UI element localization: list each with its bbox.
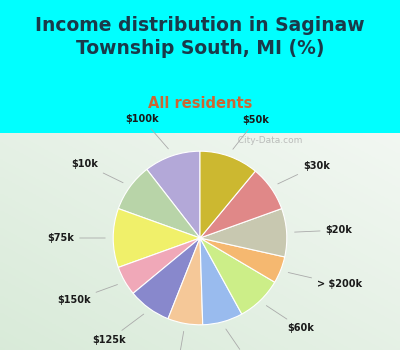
Wedge shape — [200, 238, 275, 314]
Wedge shape — [113, 209, 200, 267]
Text: $20k: $20k — [295, 225, 352, 235]
Wedge shape — [200, 238, 285, 282]
Text: Income distribution in Saginaw
Township South, MI (%): Income distribution in Saginaw Township … — [35, 16, 365, 58]
Text: $200k: $200k — [162, 331, 195, 350]
Text: $30k: $30k — [278, 161, 330, 184]
Wedge shape — [200, 171, 282, 238]
Text: $50k: $50k — [233, 114, 270, 149]
Text: $150k: $150k — [57, 285, 118, 305]
Wedge shape — [118, 169, 200, 238]
Wedge shape — [118, 238, 200, 293]
Wedge shape — [147, 151, 200, 238]
Wedge shape — [133, 238, 200, 319]
Text: $75k: $75k — [47, 233, 105, 243]
Text: $40k: $40k — [226, 329, 260, 350]
Text: City-Data.com: City-Data.com — [232, 136, 302, 145]
Wedge shape — [200, 238, 242, 325]
Text: $10k: $10k — [71, 159, 123, 183]
Text: $100k: $100k — [126, 114, 168, 149]
Wedge shape — [200, 151, 255, 238]
Wedge shape — [168, 238, 203, 325]
Text: $60k: $60k — [266, 306, 314, 334]
Wedge shape — [200, 209, 287, 257]
Text: $125k: $125k — [92, 314, 144, 345]
Text: All residents: All residents — [148, 96, 252, 111]
Text: > $200k: > $200k — [288, 273, 362, 289]
